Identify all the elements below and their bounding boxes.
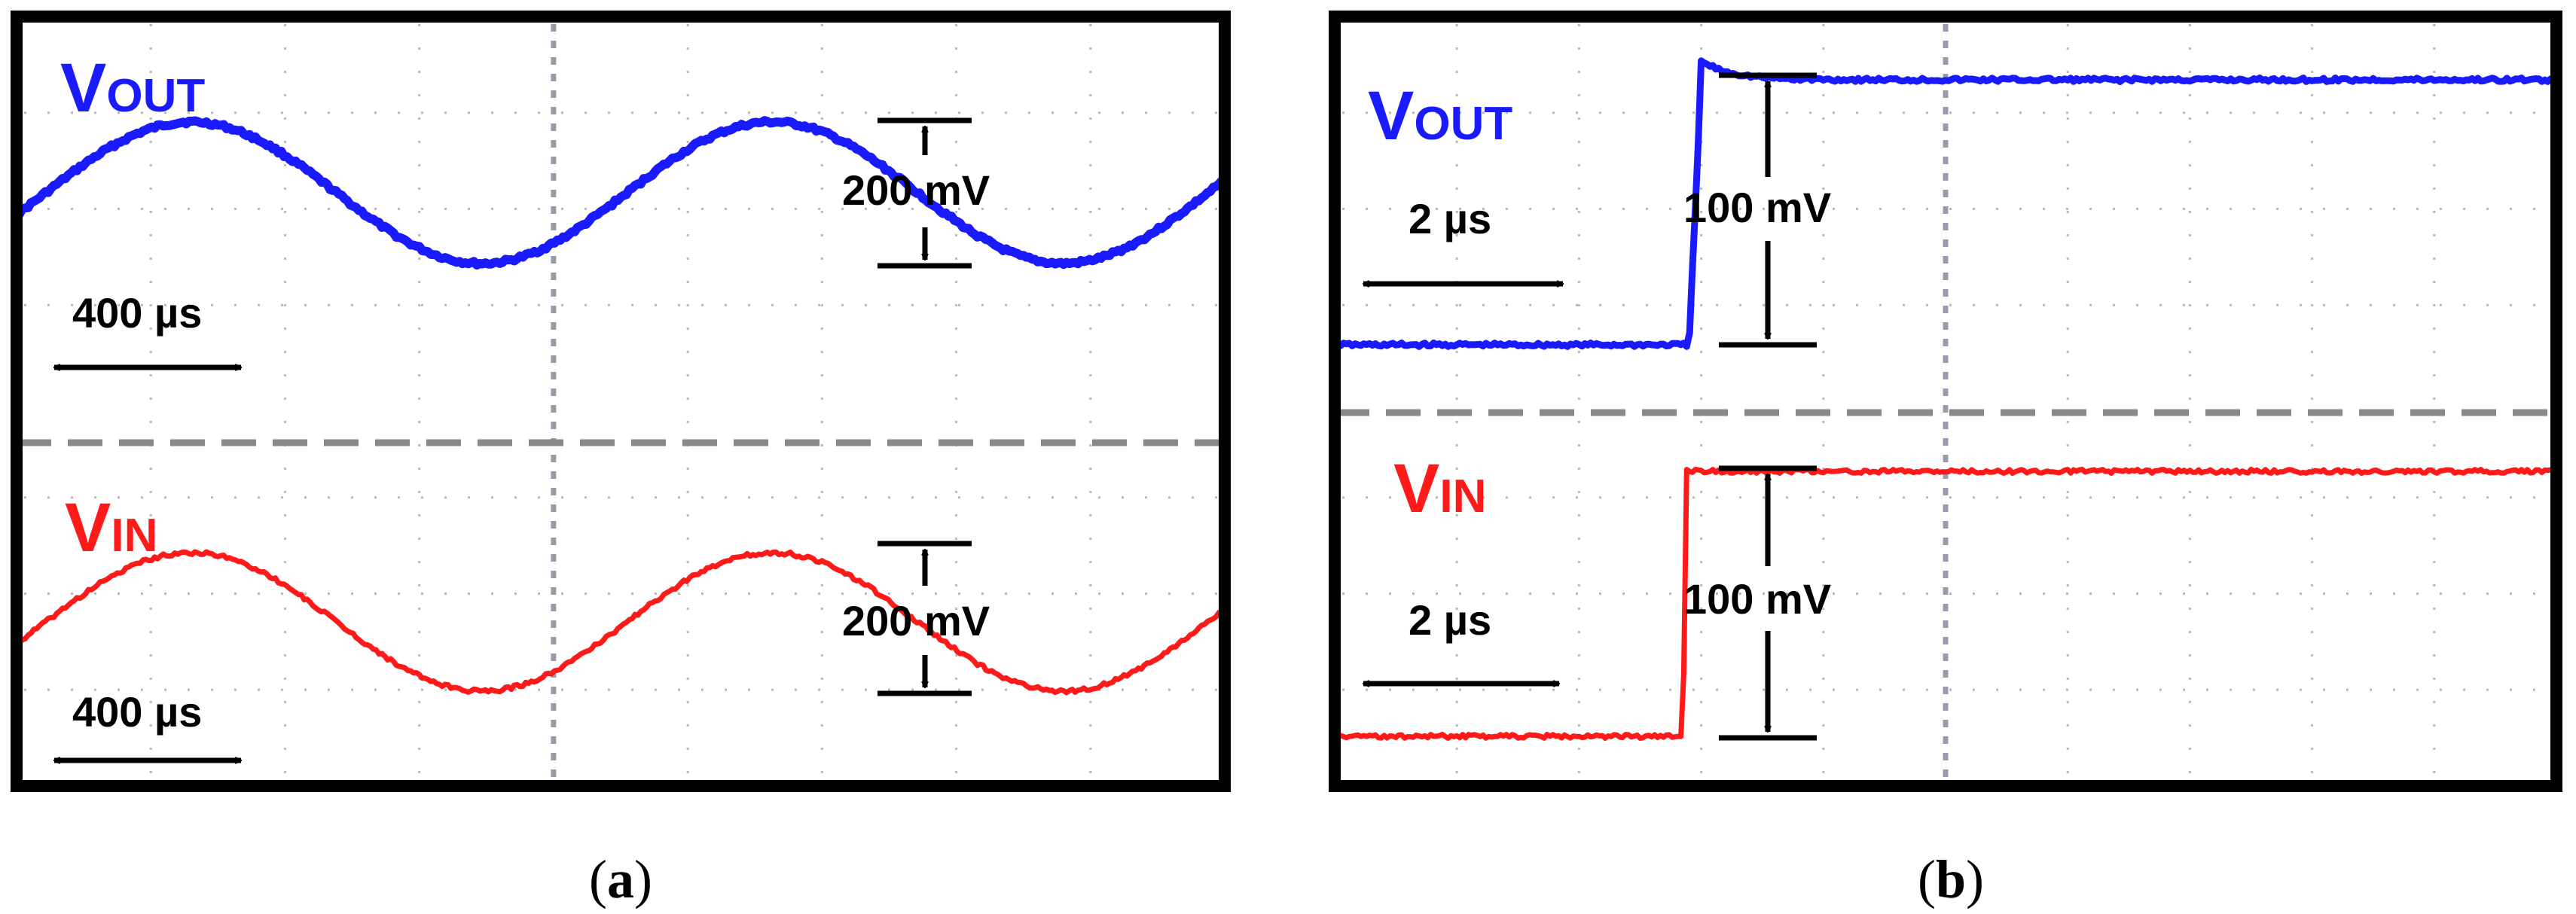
panel-b-vin-trace [1332, 467, 2559, 741]
panel-b-vin-amplitude-label: 100 mV [1683, 575, 1831, 623]
panel-a-vout-label: VOUT [60, 50, 205, 126]
panel-b-vin-time-label: 2 µs [1409, 596, 1491, 644]
panel-b-vout-label: VOUT [1368, 78, 1512, 154]
panel-b-vin-amplitude [1719, 465, 1817, 741]
panel-b-vin-label: VIN [1393, 450, 1486, 527]
panel-a-vout-amplitude-label: 200 mV [842, 166, 990, 214]
panel-b-caption: (b) [1918, 849, 1984, 909]
panel-a-vout-trace [12, 116, 1229, 270]
panel-a: VOUT VIN 200 mV 200 mV 400 µs 400 µs (a) [11, 11, 1231, 909]
panel-a-grid [24, 24, 1217, 778]
panel-a-frame [11, 11, 1231, 792]
panel-a-vin-trace [14, 549, 1228, 696]
panel-b: VOUT VIN 100 mV 100 mV 2 µs 2 µs (b) [1329, 11, 2562, 909]
panel-a-vout-time-label: 400 µs [72, 289, 202, 337]
panel-b-vout-trace [1331, 57, 2560, 350]
panel-a-vin-label: VIN [65, 489, 157, 566]
panel-b-vout-amplitude-label: 100 mV [1683, 184, 1831, 231]
panel-b-frame [1329, 11, 2562, 792]
panel-a-vout-amplitude [877, 117, 972, 269]
panel-b-vout-amplitude [1719, 72, 1817, 348]
panel-a-vin-amplitude-label: 200 mV [842, 597, 990, 644]
panel-a-vin-time-label: 400 µs [72, 688, 202, 736]
panel-b-grid [1342, 24, 2549, 778]
panel-a-vin-amplitude [877, 541, 972, 696]
panel-a-caption: (a) [589, 849, 652, 909]
panel-b-vout-time-label: 2 µs [1409, 195, 1491, 242]
